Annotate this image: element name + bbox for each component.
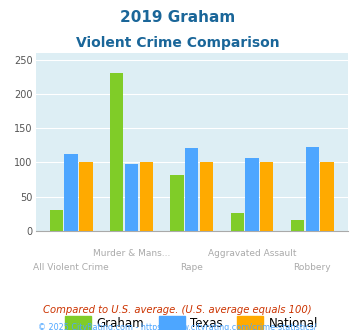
Bar xyxy=(79,162,93,231)
Text: Robbery: Robbery xyxy=(294,263,331,272)
Bar xyxy=(245,158,259,231)
Text: Violent Crime Comparison: Violent Crime Comparison xyxy=(76,36,279,50)
Text: Rape: Rape xyxy=(180,263,203,272)
Bar xyxy=(231,213,244,231)
Text: All Violent Crime: All Violent Crime xyxy=(33,263,109,272)
Text: Aggravated Assault: Aggravated Assault xyxy=(208,249,296,258)
Text: 2019 Graham: 2019 Graham xyxy=(120,10,235,25)
Legend: Graham, Texas, National: Graham, Texas, National xyxy=(60,312,323,330)
Bar xyxy=(140,162,153,231)
Text: Compared to U.S. average. (U.S. average equals 100): Compared to U.S. average. (U.S. average … xyxy=(43,305,312,315)
Text: Murder & Mans...: Murder & Mans... xyxy=(93,249,170,258)
Bar xyxy=(110,73,123,231)
Bar xyxy=(291,220,304,231)
Bar xyxy=(125,164,138,231)
Bar xyxy=(321,162,334,231)
Bar xyxy=(200,162,213,231)
Bar xyxy=(260,162,273,231)
Bar xyxy=(170,176,184,231)
Text: © 2025 CityRating.com - https://www.cityrating.com/crime-statistics/: © 2025 CityRating.com - https://www.city… xyxy=(38,323,317,330)
Bar xyxy=(50,210,63,231)
Bar xyxy=(65,154,78,231)
Bar xyxy=(185,148,198,231)
Bar xyxy=(306,148,319,231)
